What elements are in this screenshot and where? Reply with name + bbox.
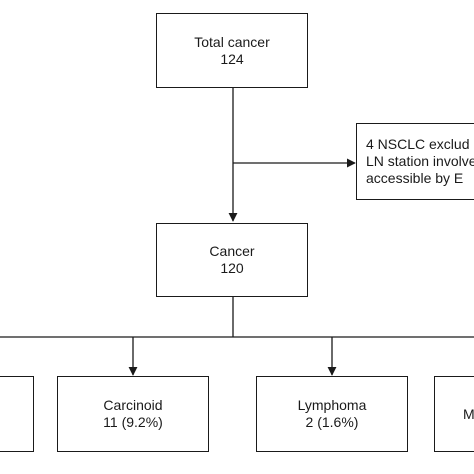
node-excluded-line-2: LN station involve [366,153,474,169]
node-left-partial [0,376,34,452]
node-lymphoma: Lymphoma 2 (1.6%) [256,376,408,452]
node-total-cancer-value: 124 [220,50,244,67]
node-right-partial-label: M [463,405,474,422]
node-cancer-label: Cancer [209,243,255,259]
node-lymphoma-value: 2 (1.6%) [305,414,359,430]
node-total-cancer: Total cancer 124 [156,13,308,88]
node-carcinoid-value: 11 (9.2%) [103,414,163,430]
node-carcinoid: Carcinoid 11 (9.2%) [57,376,209,452]
node-excluded: 4 NSCLC exclud LN station involve access… [356,123,474,200]
node-lymphoma-label: Lymphoma [297,397,367,413]
node-excluded-line-1: 4 NSCLC exclud [366,136,470,152]
node-cancer-value: 120 [220,260,244,276]
node-right-partial: M [434,376,474,452]
node-excluded-line-3: accessible by E [366,170,464,186]
node-cancer: Cancer 120 [156,223,308,297]
node-total-cancer-label: Total cancer [194,33,270,50]
node-carcinoid-label: Carcinoid [103,397,163,413]
